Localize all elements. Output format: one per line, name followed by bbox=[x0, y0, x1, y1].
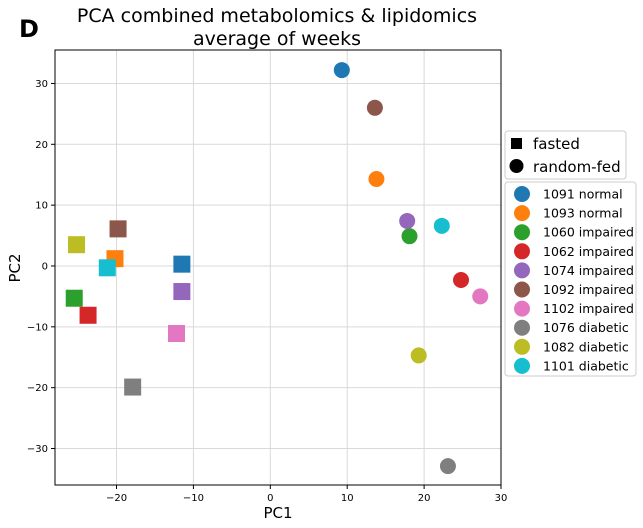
square-marker-icon bbox=[511, 138, 522, 149]
fasted-point-1101-diabetic bbox=[98, 259, 116, 277]
fasted-point-1082-diabetic bbox=[68, 236, 86, 254]
y-axis-label: PC2 bbox=[6, 253, 24, 282]
panel-letter: D bbox=[19, 15, 39, 43]
y-tick-label-0: −30 bbox=[27, 444, 48, 455]
y-tick-label-1: −20 bbox=[27, 383, 48, 394]
chart-title-line-2: average of weeks bbox=[193, 28, 361, 50]
random-fed-point-1060-impaired bbox=[401, 228, 418, 245]
legend-label-1092-impaired: 1092 impaired bbox=[543, 282, 634, 297]
legend-label-1093-normal: 1093 normal bbox=[543, 206, 623, 221]
legend-swatch-1062-impaired bbox=[514, 243, 530, 260]
legend-label-1101-diabetic: 1101 diabetic bbox=[543, 358, 629, 373]
fasted-point-1060-impaired bbox=[65, 289, 83, 307]
fasted-point-1062-impaired bbox=[79, 306, 97, 324]
random-fed-point-1102-impaired bbox=[472, 288, 489, 305]
x-tick-label-4: 20 bbox=[418, 493, 431, 504]
y-tick-label-2: −10 bbox=[27, 322, 48, 333]
marker-legend-box bbox=[504, 130, 627, 180]
random-fed-point-1062-impaired bbox=[453, 271, 470, 288]
fasted-point-1092-impaired bbox=[109, 220, 127, 238]
legend-swatch-1101-diabetic bbox=[514, 357, 530, 374]
random-fed-point-1101-diabetic bbox=[433, 217, 450, 234]
legend-swatch-1060-impaired bbox=[514, 224, 530, 241]
y-tick-label-3: 0 bbox=[42, 261, 48, 272]
legend-label-1074-impaired: 1074 impaired bbox=[543, 263, 634, 278]
marker-legend-fasted: fasted bbox=[533, 135, 580, 153]
axis-ticks: −20 −10 0 10 20 30 −30 −20 −10 0 10 20 30 bbox=[27, 79, 507, 504]
legend-swatch-1091-normal bbox=[514, 186, 530, 202]
x-tick-label-2: 0 bbox=[267, 493, 273, 504]
legend-swatch-1074-impaired bbox=[514, 262, 530, 279]
fasted-point-1076-diabetic bbox=[124, 378, 142, 396]
fasted-point-1091-normal bbox=[173, 255, 191, 273]
x-tick-label-0: −20 bbox=[106, 493, 127, 504]
legend-swatch-1076-diabetic bbox=[514, 319, 530, 336]
x-tick-label-1: −10 bbox=[183, 493, 204, 504]
fasted-point-1074-impaired bbox=[173, 283, 191, 301]
random-fed-point-1093-normal bbox=[368, 170, 385, 187]
marker-legend: fasted random-fed bbox=[504, 130, 627, 180]
y-tick-label-6: 30 bbox=[35, 79, 48, 90]
x-tick-label-5: 30 bbox=[495, 493, 508, 504]
data-points bbox=[65, 62, 489, 475]
random-fed-point-1091-normal bbox=[333, 62, 350, 79]
legend-label-1060-impaired: 1060 impaired bbox=[543, 225, 634, 240]
x-tick-label-3: 10 bbox=[341, 493, 354, 504]
legend-swatch-1102-impaired bbox=[514, 300, 530, 317]
random-fed-point-1074-impaired bbox=[399, 212, 416, 229]
legend-label-1102-impaired: 1102 impaired bbox=[543, 301, 634, 316]
chart-title-line-1: PCA combined metabolomics & lipidomics bbox=[77, 5, 477, 27]
random-fed-point-1082-diabetic bbox=[410, 347, 427, 364]
random-fed-point-1092-impaired bbox=[366, 99, 383, 116]
x-axis-label: PC1 bbox=[263, 504, 292, 522]
legend-swatch-1093-normal bbox=[514, 205, 530, 222]
legend-label-1062-impaired: 1062 impaired bbox=[543, 244, 634, 259]
series-legend-box bbox=[504, 181, 637, 377]
grid-lines bbox=[55, 50, 502, 485]
y-tick-label-5: 20 bbox=[35, 140, 48, 151]
circle-marker-icon bbox=[509, 159, 524, 173]
y-tick-label-4: 10 bbox=[35, 201, 48, 212]
fasted-point-1102-impaired bbox=[167, 325, 185, 343]
series-legend: 1091 normal 1093 normal 1060 impaired 1062 … bbox=[504, 181, 637, 377]
legend-swatch-1092-impaired bbox=[514, 281, 530, 298]
legend-label-1082-diabetic: 1082 diabetic bbox=[543, 339, 629, 354]
legend-swatch-1082-diabetic bbox=[514, 338, 530, 355]
marker-legend-random-fed: random-fed bbox=[533, 158, 621, 176]
random-fed-point-1076-diabetic bbox=[439, 458, 456, 475]
legend-label-1076-diabetic: 1076 diabetic bbox=[543, 320, 629, 335]
legend-label-1091-normal: 1091 normal bbox=[543, 187, 623, 202]
plot-frame bbox=[54, 49, 502, 486]
